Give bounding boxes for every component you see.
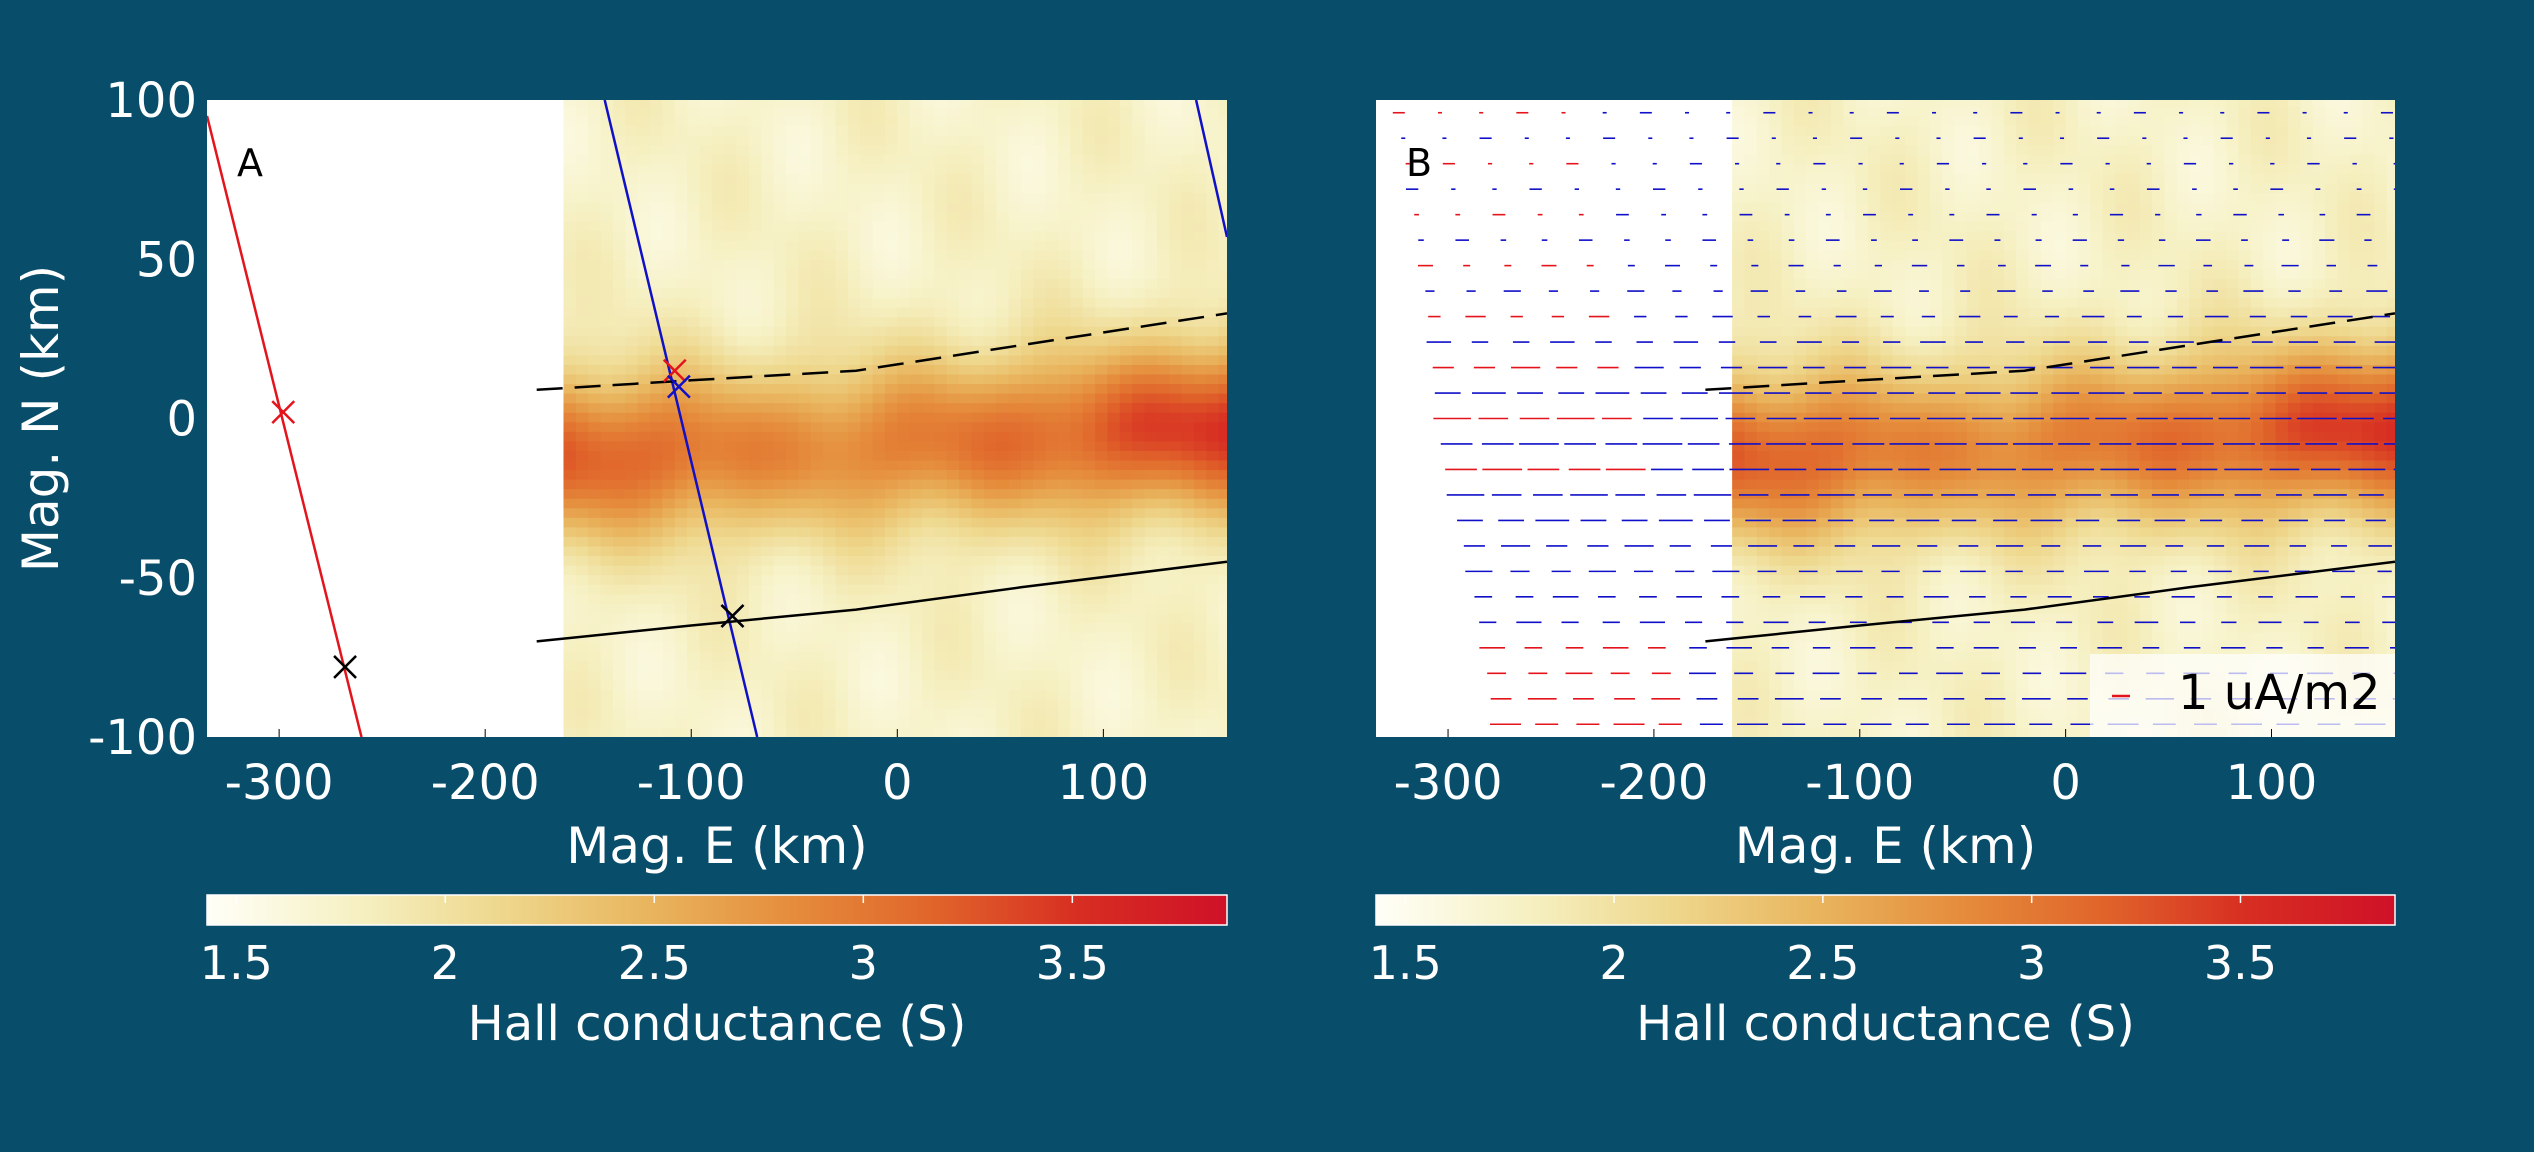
x-tick-label: -200 [431,755,540,811]
x-tick-label: -100 [637,755,746,811]
colorbar-tick-label: 2.5 [1786,936,1859,990]
colorbar-tick-label: 2 [431,936,460,990]
solid-boundary [1705,560,2395,643]
colorbar-tick-label: 3.5 [2204,936,2277,990]
legend-label: 1 uA/m2 [2178,665,2381,721]
x-axis-label: Mag. E (km) [1735,817,2036,875]
plot-area [1392,111,2395,726]
x-tick-label: -200 [1599,755,1708,811]
colorbar-tick-label: 1.5 [200,936,273,990]
colorbar-tick-label: 1.5 [1369,936,1442,990]
heatmap [563,100,1227,737]
red-marker-2 [662,358,687,383]
y-tick-label: -50 [119,551,197,607]
colorbar-tick-label: 3 [849,936,878,990]
dashed-boundary [1705,312,2395,392]
panel-label: B [1406,141,1432,185]
colorbar-gradient [206,894,1228,926]
y-tick-label: -100 [88,710,197,766]
red-marker-1 [271,400,296,425]
x-axis-label: Mag. E (km) [566,817,867,875]
black-marker-1 [333,655,357,679]
x-tick-label: -300 [1394,755,1503,811]
y-tick-label: 0 [166,392,197,448]
x-tick-label: 100 [2226,755,2318,811]
x-tick-label: 0 [882,755,913,811]
red-track [207,115,363,737]
colorbar-tick-label: 2.5 [618,936,691,990]
colorbar-tick-label: 3 [2017,936,2046,990]
panel-label: A [237,141,263,185]
colorbar-gradient [1375,894,2396,926]
colorbar-tick-label: 3.5 [1036,936,1109,990]
y-tick-label: 100 [105,73,197,129]
colorbar-label: Hall conductance (S) [468,996,967,1052]
blue-marker-1 [666,374,691,399]
current-vectors [1392,111,2395,726]
y-axis-label: Mag. N (km) [12,265,70,572]
y-tick-label: 50 [136,232,197,288]
colorbar-label: Hall conductance (S) [1636,996,2135,1052]
dashed-boundary [536,312,1227,392]
colorbar-tick-label: 2 [1599,936,1628,990]
panel-A: A -300 -200 -100 0 100 Mag. E (km) 100 50 0 -50 -10… [12,73,1227,875]
colorbar-A: 1.5 2 2.5 3 3.5 Hall conductance (S) [200,894,1228,1052]
x-tick-label: -300 [225,755,334,811]
heatmap [1732,100,2395,737]
plot-area [207,100,1227,737]
colorbar-B: 1.5 2 2.5 3 3.5 Hall conductance (S) [1369,894,2396,1052]
x-tick-label: -100 [1805,755,1914,811]
panel-B: B 1 uA/m2 -300 -200 -100 0 100 Mag. E (km) [1376,100,2395,875]
black-marker-2 [720,604,745,628]
blue-track-1 [603,100,759,737]
solid-boundary [536,560,1227,643]
x-tick-label: 100 [1058,755,1150,811]
legend: 1 uA/m2 [2090,654,2395,737]
legend-box [2090,654,2395,737]
x-tick-label: 0 [2050,755,2081,811]
blue-track-2 [1194,100,1227,238]
